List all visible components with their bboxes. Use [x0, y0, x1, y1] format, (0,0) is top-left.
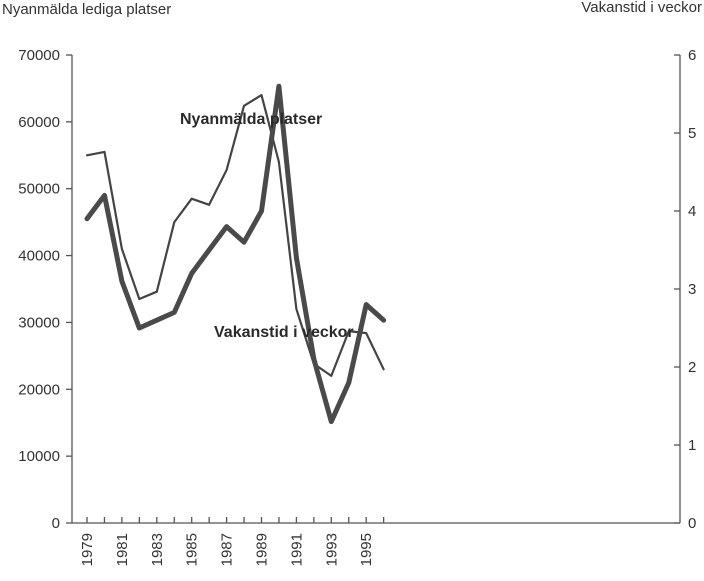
x-axis-tick-label: 1979 [79, 533, 96, 566]
x-axis-tick-label: 1989 [254, 533, 271, 566]
series-line-vakanstid [84, 83, 387, 425]
left-axis-tick-label: 70000 [18, 47, 60, 64]
right-axis-tick-label: 0 [688, 515, 696, 532]
series-line-platser [85, 93, 385, 377]
right-axis-tick-label: 4 [688, 203, 696, 220]
series-label-vakanstid: Vakanstid i veckor [214, 324, 354, 341]
left-axis-tick-label: 60000 [18, 114, 60, 131]
left-axis-tick-label: 40000 [18, 248, 60, 265]
x-axis-tick-label: 1993 [323, 533, 340, 566]
x-axis-tick-label: 1981 [114, 533, 131, 566]
x-axis-tick-label: 1987 [219, 533, 236, 566]
right-axis-tick-label: 2 [688, 359, 696, 376]
right-axis-tick-label: 1 [688, 437, 696, 454]
left-axis-tick-label: 10000 [18, 448, 60, 465]
right-axis-tick-label: 6 [688, 47, 696, 64]
series-label-platser: Nyanmälda platser [180, 111, 322, 128]
x-axis-tick-label: 1995 [358, 533, 375, 566]
x-axis-tick-label: 1983 [149, 533, 166, 566]
left-axis-title: Nyanmälda lediga platser [2, 1, 171, 18]
right-axis-title: Vakanstid i veckor [581, 0, 702, 16]
series-layer [84, 83, 387, 425]
left-axis-tick-label: 50000 [18, 181, 60, 198]
right-axis-tick-label: 5 [688, 125, 696, 142]
left-axis-tick-label: 0 [52, 515, 60, 532]
x-axis-tick-label: 1985 [184, 533, 201, 566]
x-axis-tick-label: 1991 [288, 533, 305, 566]
right-axis-tick-label: 3 [688, 281, 696, 298]
left-axis-tick-label: 30000 [18, 314, 60, 331]
left-axis-tick-label: 20000 [18, 381, 60, 398]
chart-axes: 0 10000 20000 30000 40000 50000 60000 70000 0 1 2 3… [18, 47, 696, 566]
